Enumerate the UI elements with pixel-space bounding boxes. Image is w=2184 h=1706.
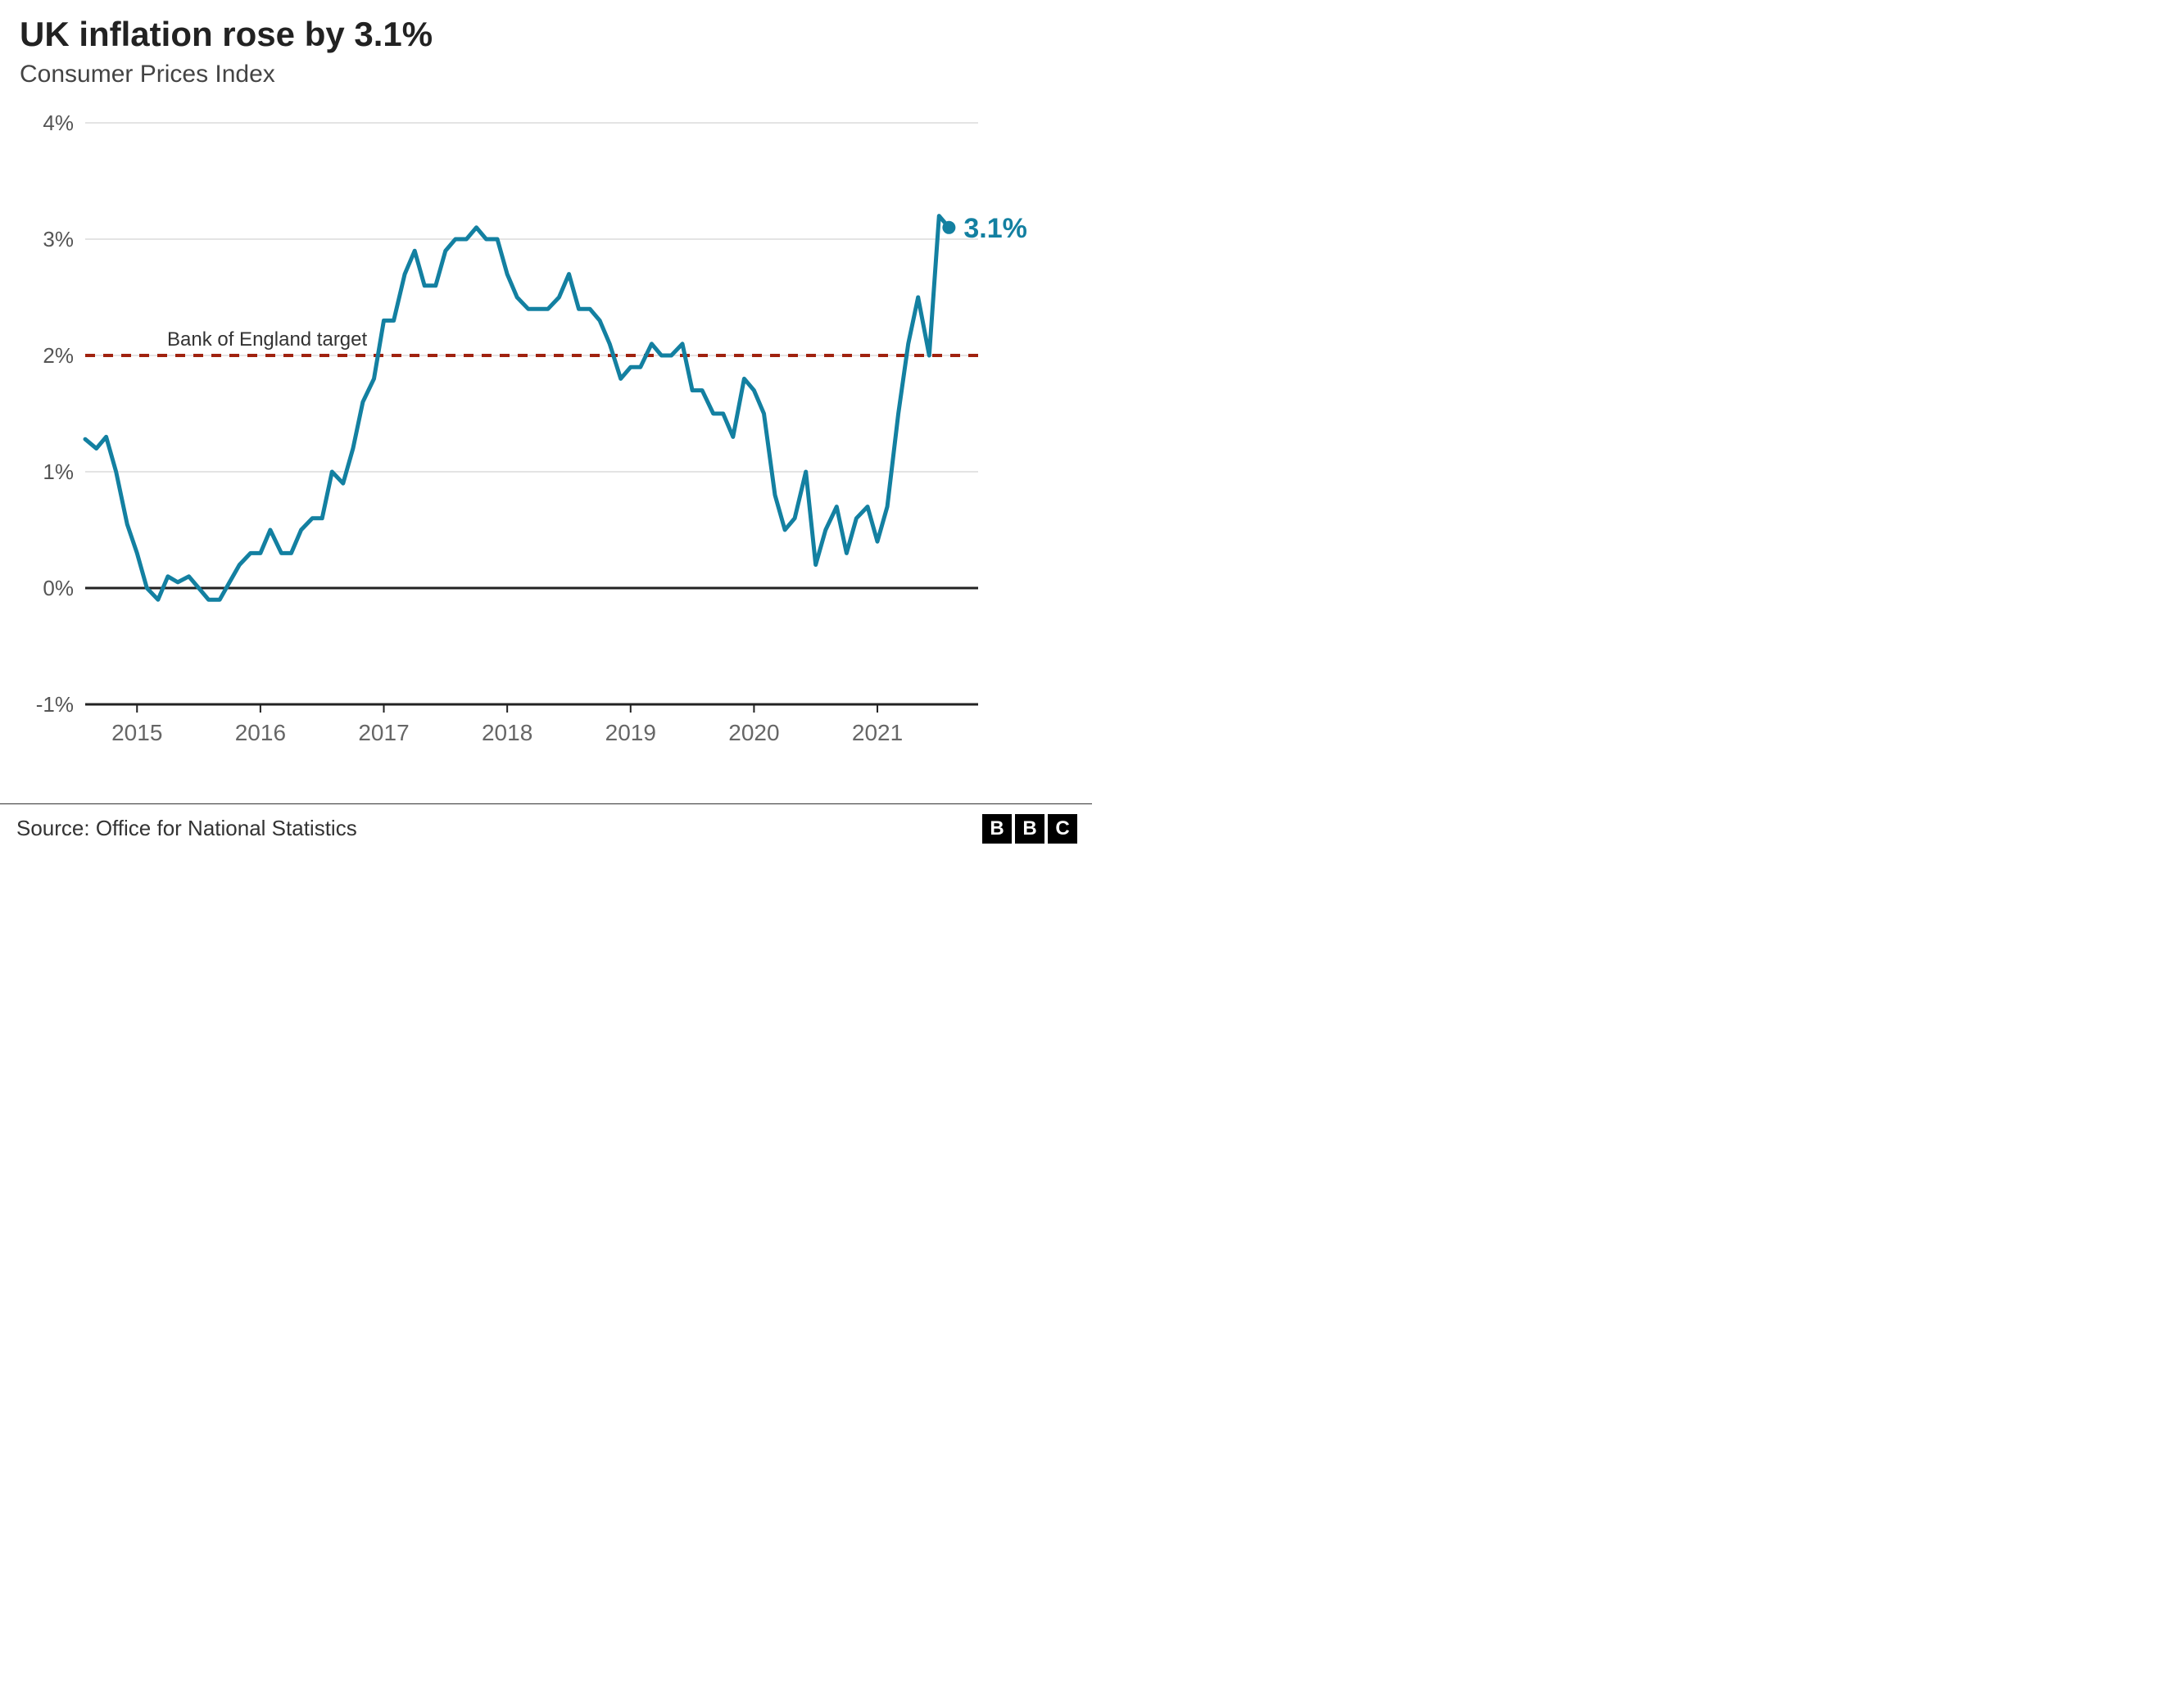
chart-container: UK inflation rose by 3.1% Consumer Price… [0, 0, 1092, 853]
chart-footer: Source: Office for National Statistics B… [0, 803, 1092, 853]
y-tick-label: 1% [43, 459, 74, 484]
y-tick-label: -1% [36, 692, 74, 717]
bbc-logo-letter: C [1048, 814, 1077, 844]
x-tick-label: 2018 [482, 720, 532, 745]
y-tick-label: 4% [43, 111, 74, 135]
bbc-logo-letter: B [1015, 814, 1044, 844]
x-tick-label: 2019 [605, 720, 656, 745]
chart-plot: 3.1% -1% 0% 1% 2% 3% 4% 2015 2016 2017 2018 2019 2… [20, 106, 1072, 753]
endpoint-label: 3.1% [963, 213, 1027, 244]
y-tick-label: 0% [43, 576, 74, 600]
endpoint-marker [942, 221, 955, 234]
inflation-line [85, 216, 949, 600]
chart-title: UK inflation rose by 3.1% [20, 15, 433, 54]
source-text: Source: Office for National Statistics [16, 816, 357, 841]
x-tick-label: 2020 [728, 720, 779, 745]
x-tick-label: 2021 [852, 720, 903, 745]
y-tick-label: 3% [43, 227, 74, 251]
bbc-logo-letter: B [982, 814, 1012, 844]
chart-subtitle: Consumer Prices Index [20, 61, 275, 88]
x-tick-label: 2016 [235, 720, 286, 745]
y-tick-label: 2% [43, 343, 74, 368]
target-line-label: Bank of England target [167, 328, 368, 351]
x-tick-label: 2017 [358, 720, 409, 745]
x-tick-label: 2015 [111, 720, 162, 745]
bbc-logo: B B C [982, 814, 1077, 844]
